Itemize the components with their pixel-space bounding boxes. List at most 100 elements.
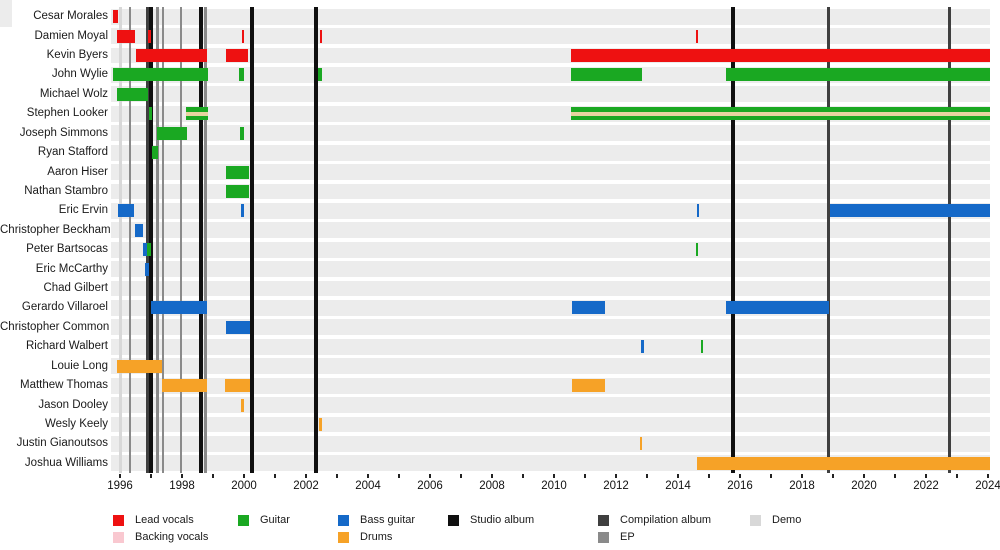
segment-bar-lead	[241, 29, 245, 43]
axis-tick-label: 2022	[913, 480, 939, 492]
axis-tick-label: 1996	[107, 480, 133, 492]
legend-swatch-drums	[338, 532, 349, 543]
segment-bar-guitar	[151, 146, 159, 160]
axis-tick	[398, 473, 400, 478]
segment-bar-bass	[226, 320, 250, 334]
segment-bar-guitar	[149, 107, 152, 121]
release-line-ep	[161, 7, 165, 473]
segment-bar-lead	[135, 49, 207, 63]
axis-tick	[367, 473, 369, 478]
row-band	[111, 183, 990, 200]
member-row-label: Cesar Morales	[33, 10, 108, 23]
member-row-label: Joseph Simmons	[19, 126, 108, 139]
member-row-label: Chad Gilbert	[43, 282, 108, 295]
segment-bar-lead	[116, 29, 135, 43]
axis-tick-label: 2014	[665, 480, 691, 492]
legend-label: Lead vocals	[135, 514, 194, 526]
axis-tick	[150, 473, 152, 478]
segment-bar-lead	[570, 49, 990, 63]
segment-bar-bass	[696, 204, 700, 218]
segment-bar-drums	[240, 398, 245, 412]
release-line-studio	[198, 7, 203, 473]
axis-tick	[677, 473, 679, 478]
corner-artifact	[0, 0, 12, 27]
row-band	[111, 435, 990, 452]
row-band	[111, 144, 990, 161]
member-row-label: Gerardo Villaroel	[21, 301, 108, 314]
member-row-label: Joshua Williams	[24, 456, 108, 469]
segment-bar-guitar-backing	[186, 107, 209, 121]
segment-bar-lead	[319, 29, 323, 43]
legend-label: Guitar	[260, 514, 290, 526]
row-band	[111, 241, 990, 258]
segment-bar-guitar	[318, 68, 322, 82]
axis-tick	[522, 473, 524, 478]
axis-tick	[615, 473, 617, 478]
member-row-label: Christopher Beckham	[0, 223, 111, 236]
axis-tick	[584, 473, 586, 478]
row-band	[111, 8, 990, 25]
segment-bar-bass	[726, 301, 829, 315]
row-band	[111, 202, 990, 219]
member-row-label: Damien Moyal	[34, 29, 109, 42]
row-band	[111, 338, 990, 355]
axis-tick-label: 2000	[231, 480, 257, 492]
legend-swatch-ep	[598, 532, 609, 543]
segment-bar-drums	[116, 359, 162, 373]
row-band	[111, 164, 990, 180]
axis-tick	[491, 473, 493, 478]
member-row-label: Louie Long	[51, 359, 108, 372]
legend-swatch-studio	[448, 515, 459, 526]
segment-bar-lead	[112, 10, 118, 24]
member-row-label: Richard Walbert	[25, 340, 108, 353]
segment-bar-guitar-backing	[571, 107, 990, 121]
segment-bar-guitar	[113, 68, 209, 82]
legend-swatch-compilation	[598, 515, 609, 526]
release-line-ep	[179, 7, 183, 473]
release-line-studio	[249, 7, 254, 473]
segment-bar-guitar	[239, 126, 244, 140]
legend-label: Demo	[772, 514, 802, 526]
row-band	[111, 377, 990, 394]
segment-bar-drums	[225, 379, 250, 393]
segment-stripe	[571, 115, 990, 121]
legend-swatch-guitar	[238, 515, 249, 526]
member-row-label: John Wylie	[51, 68, 108, 81]
row-band	[111, 280, 990, 297]
axis-tick-label: 2016	[727, 480, 753, 492]
member-row-label: Wesly Keely	[44, 417, 108, 430]
member-row-label: Kevin Byers	[46, 49, 108, 62]
axis-tick	[925, 473, 927, 478]
release-line-studio	[149, 7, 154, 473]
axis-tick-label: 2020	[851, 480, 877, 492]
segment-bar-bass	[118, 204, 134, 218]
member-row-label: Aaron Hiser	[47, 165, 108, 178]
legend-label: Bass guitar	[360, 514, 416, 526]
member-row-label: Matthew Thomas	[20, 379, 108, 392]
segment-bar-guitar	[700, 340, 704, 354]
segment-bar-guitar	[226, 165, 249, 179]
segment-bar-lead	[226, 49, 249, 63]
axis-tick-label: 2012	[603, 480, 629, 492]
axis-tick	[305, 473, 307, 478]
axis-tick	[987, 473, 989, 478]
segment-bar-lead	[148, 29, 151, 43]
row-band	[111, 28, 990, 45]
segment-stripe	[186, 107, 209, 112]
release-line-demo	[119, 7, 122, 473]
axis-tick-label: 2018	[789, 480, 815, 492]
axis-tick	[119, 473, 121, 478]
segment-bar-bass	[240, 204, 244, 218]
axis-tick	[956, 473, 958, 478]
segment-bar-drums	[319, 417, 322, 431]
member-row-label: Eric McCarthy	[35, 262, 108, 275]
segment-bar-guitar	[695, 243, 699, 257]
release-line-studio	[314, 7, 318, 473]
release-line-compilation	[145, 7, 149, 473]
release-line-compilation	[826, 7, 830, 473]
legend-swatch-backing	[113, 532, 124, 543]
row-band	[111, 300, 990, 316]
member-row-label: Peter Bartsocas	[26, 243, 108, 256]
member-row-label: Stephen Looker	[26, 107, 108, 120]
